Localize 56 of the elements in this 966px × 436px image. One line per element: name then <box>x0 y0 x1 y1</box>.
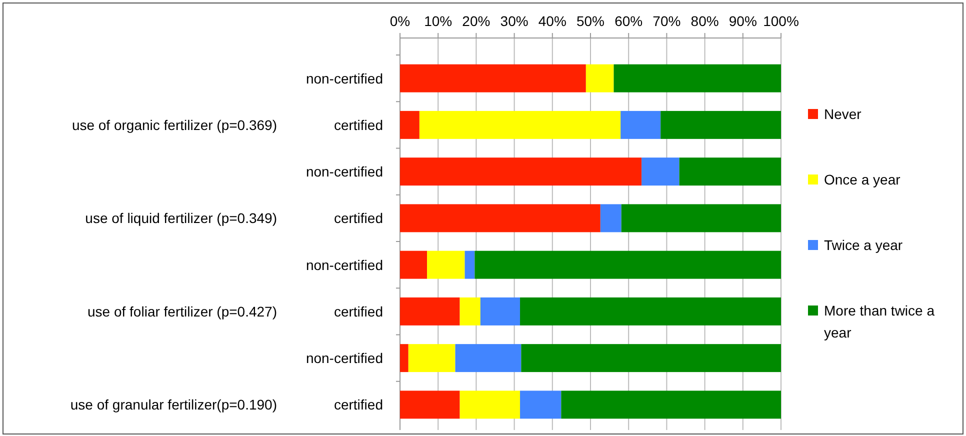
bar <box>460 297 480 326</box>
text: use of foliar fertilizer (p=0.427) <box>88 303 277 320</box>
y-tick-label: certified <box>334 303 383 320</box>
text: use of organic fertilizer (p=0.369) <box>72 116 277 133</box>
bar <box>400 110 420 139</box>
bar <box>464 250 475 279</box>
x-tick-label: 20% <box>462 13 490 29</box>
bar <box>400 344 408 372</box>
bar <box>474 250 781 279</box>
bar <box>460 390 520 419</box>
bar <box>427 250 465 279</box>
y-tick-label: non-certified <box>306 256 383 273</box>
legend-label: More than twice a year <box>824 302 935 340</box>
bar <box>400 64 586 92</box>
y-tick-label: non-certified <box>306 70 383 86</box>
bar <box>600 204 622 232</box>
bar <box>614 64 781 92</box>
x-tick-label: 90% <box>728 13 757 29</box>
bar <box>642 158 680 186</box>
x-tick-label: 70% <box>652 13 681 29</box>
y-tick-label: certified <box>334 210 383 226</box>
bar <box>400 250 428 279</box>
bar <box>561 390 781 419</box>
text: use of liquid fertilizer (p=0.349) <box>85 210 277 226</box>
text: use of granular fertilizer(p=0.190) <box>70 396 277 413</box>
x-tick-label: 30% <box>500 13 528 29</box>
y-tick-label: certified <box>334 116 383 133</box>
bar <box>400 297 460 326</box>
bar <box>586 64 614 92</box>
y-tick-label: non-certified <box>306 164 383 180</box>
x-tick-label: 40% <box>538 13 566 29</box>
bar <box>400 390 460 419</box>
bar <box>660 110 781 139</box>
bar <box>521 344 781 372</box>
bar <box>400 158 642 186</box>
legend-label: Once a year <box>824 172 901 188</box>
y-tick-label: non-certified <box>306 350 383 366</box>
bar <box>679 158 781 186</box>
bar <box>455 344 522 372</box>
bar <box>400 204 600 232</box>
bar <box>520 390 562 419</box>
y-tick-label: certified <box>334 396 383 413</box>
x-tick-label: 0% <box>390 13 410 29</box>
bar <box>419 110 621 139</box>
legend-label: Never <box>824 106 862 122</box>
x-tick-label: 50% <box>576 13 605 29</box>
bar <box>408 344 456 372</box>
x-tick-label: 10% <box>424 13 452 29</box>
bar <box>520 297 781 326</box>
legend-label: Twice a year <box>824 237 903 253</box>
x-tick-label: 80% <box>690 13 719 29</box>
x-tick-label: 60% <box>614 13 643 29</box>
bar <box>621 204 781 232</box>
x-tick-label: 100% <box>763 13 799 29</box>
bar <box>480 297 520 326</box>
bar <box>620 110 661 139</box>
